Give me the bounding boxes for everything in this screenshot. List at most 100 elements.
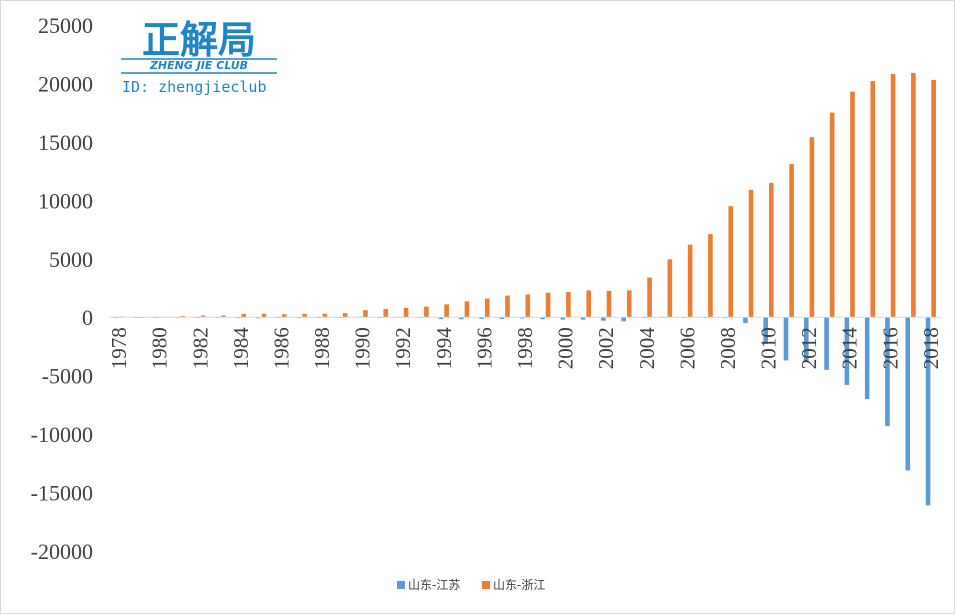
bar bbox=[302, 313, 307, 318]
bar bbox=[525, 294, 531, 318]
bar bbox=[403, 307, 409, 318]
bar bbox=[905, 317, 911, 471]
bar bbox=[586, 290, 591, 318]
bar bbox=[484, 298, 490, 318]
x-tick-label: 2000 bbox=[554, 327, 578, 369]
bar bbox=[783, 317, 789, 361]
bar bbox=[804, 317, 809, 362]
x-tick-label: 1986 bbox=[270, 327, 294, 369]
x-tick-label: 2010 bbox=[757, 327, 781, 369]
legend-item: 山东-江苏 bbox=[397, 578, 460, 592]
bar bbox=[708, 234, 713, 318]
x-tick-label: 1982 bbox=[188, 327, 212, 369]
bar bbox=[621, 317, 626, 322]
bar bbox=[925, 317, 931, 506]
x-tick-label: 2018 bbox=[919, 327, 943, 369]
y-tick-label: -15000 bbox=[31, 481, 93, 506]
x-tick-label: 1984 bbox=[229, 327, 253, 370]
bar bbox=[850, 91, 855, 318]
bar bbox=[200, 315, 206, 318]
bar bbox=[438, 317, 444, 319]
bar bbox=[606, 290, 612, 318]
y-tick-label: 10000 bbox=[38, 188, 93, 213]
y-axis: 25000 20000 15000 10000 5000 0 -5000 -10000 -150… bbox=[31, 13, 93, 564]
bar bbox=[560, 317, 566, 320]
bar bbox=[647, 277, 652, 318]
bar bbox=[363, 310, 368, 318]
logo-title: 正解局 bbox=[142, 17, 256, 62]
bar bbox=[763, 317, 769, 345]
x-tick-label: 1980 bbox=[148, 327, 172, 369]
bar bbox=[545, 292, 551, 318]
logo-id: ID: zhengjieclub bbox=[122, 78, 267, 96]
legend-item: 山东-浙江 bbox=[482, 578, 545, 592]
bar bbox=[687, 244, 693, 318]
x-tick-label: 1996 bbox=[472, 327, 496, 369]
bar bbox=[566, 292, 571, 318]
bar bbox=[789, 164, 794, 318]
x-tick-label: 1988 bbox=[310, 327, 334, 369]
bar bbox=[342, 313, 348, 318]
bar bbox=[743, 317, 748, 324]
y-tick-label: 20000 bbox=[38, 71, 93, 96]
logo-subtitle: ZHENG JIE CLUB bbox=[149, 59, 248, 72]
x-tick-label: 2004 bbox=[635, 327, 659, 370]
y-tick-label: 0 bbox=[82, 305, 93, 330]
x-axis: 1978 1980 1982 1984 1986 1988 1990 1992 1994 1996… bbox=[107, 327, 943, 370]
y-tick-label: -20000 bbox=[31, 539, 93, 564]
bar bbox=[931, 79, 936, 318]
legend: 山东-江苏 山东-浙江 bbox=[397, 578, 545, 592]
bar bbox=[322, 313, 328, 318]
bar bbox=[424, 306, 429, 318]
x-tick-label: 1992 bbox=[391, 327, 415, 369]
bar bbox=[890, 74, 896, 318]
bar bbox=[769, 182, 774, 318]
bar bbox=[241, 313, 246, 318]
bar bbox=[870, 81, 876, 318]
y-tick-label: -5000 bbox=[42, 364, 93, 389]
plot-area bbox=[114, 72, 936, 506]
x-tick-label: 2016 bbox=[878, 327, 902, 369]
x-tick-label: 1978 bbox=[107, 327, 131, 369]
bar bbox=[601, 317, 606, 321]
legend-label: 山东-浙江 bbox=[493, 578, 545, 592]
bar bbox=[626, 290, 632, 318]
bar bbox=[829, 112, 835, 318]
x-tick-label: 1990 bbox=[351, 327, 375, 369]
y-tick-label: 25000 bbox=[38, 13, 93, 38]
bar bbox=[383, 309, 389, 318]
bar bbox=[844, 317, 850, 386]
y-tick-label: 5000 bbox=[49, 247, 93, 272]
bar bbox=[261, 313, 267, 318]
bar bbox=[748, 189, 754, 318]
bar bbox=[444, 304, 449, 318]
legend-swatch bbox=[397, 581, 405, 589]
bar bbox=[728, 206, 734, 318]
y-tick-label: -10000 bbox=[31, 422, 93, 447]
x-tick-label: 1994 bbox=[432, 327, 456, 370]
series-1 bbox=[114, 316, 931, 506]
bar bbox=[809, 137, 815, 318]
bar bbox=[256, 317, 261, 319]
bar bbox=[911, 72, 916, 318]
bar bbox=[499, 317, 505, 319]
bar bbox=[221, 315, 226, 318]
bar bbox=[667, 259, 673, 318]
x-tick-label: 2014 bbox=[838, 327, 862, 370]
series-2 bbox=[119, 72, 936, 319]
bar bbox=[505, 295, 510, 318]
bar bbox=[281, 314, 287, 318]
bar bbox=[464, 301, 470, 318]
x-tick-label: 1998 bbox=[513, 327, 537, 369]
bar bbox=[824, 317, 829, 370]
x-tick-label: 2002 bbox=[594, 327, 618, 369]
y-tick-label: 15000 bbox=[38, 130, 93, 155]
logo: 正解局 ZHENG JIE CLUB ID: zhengjieclub bbox=[121, 17, 277, 96]
x-tick-label: 2008 bbox=[716, 327, 740, 369]
bar bbox=[864, 317, 870, 400]
x-tick-label: 2012 bbox=[797, 327, 821, 369]
legend-swatch bbox=[482, 581, 490, 589]
legend-label: 山东-江苏 bbox=[408, 578, 460, 592]
